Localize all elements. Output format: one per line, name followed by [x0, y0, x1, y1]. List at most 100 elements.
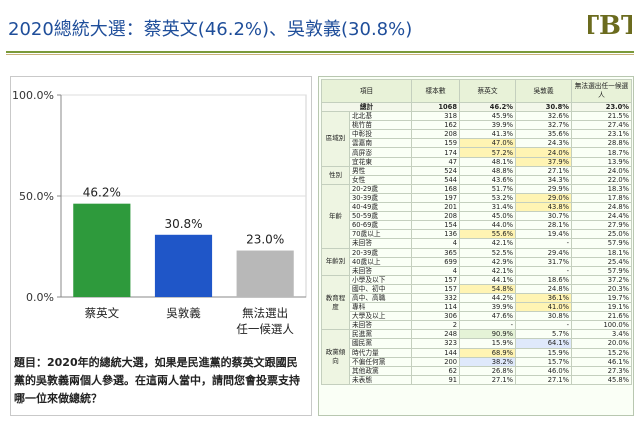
table-row: 30-39歲 197 53.2% 29.0% 17.8% [322, 192, 632, 204]
row-wu: 43.8% [515, 202, 572, 213]
row-label: 高屏澎 [349, 147, 412, 158]
row-label: 時代力量 [349, 347, 412, 358]
row-sample: 332 [411, 292, 460, 304]
table-row: 未回答 4 42.1% -57.9% [322, 238, 632, 249]
row-sample: 2 [411, 320, 460, 331]
row-tsai: 26.8% [459, 365, 516, 376]
row-sample: 248 [411, 329, 460, 340]
row-sample: 136 [411, 229, 460, 240]
row-wu: 24.0% [515, 147, 572, 158]
row-tsai: 54.8% [459, 283, 516, 294]
row-sample: 208 [411, 211, 460, 222]
row-wu: 30.7% [515, 211, 572, 222]
row-none: 20.3% [571, 283, 632, 294]
crosstab-panel: 項目 樣本數 蔡英文 吳敦義 無法選出任一候選人 總計 1068 46.2% 3… [318, 76, 634, 416]
bar-value-label: 23.0% [246, 233, 284, 247]
row-tsai: 27.1% [459, 374, 516, 385]
y-tick-label: 50.0% [19, 190, 54, 203]
row-tsai: 42.1% [459, 265, 516, 276]
row-wu: 35.6% [515, 129, 572, 140]
header-item: 項目 [321, 79, 412, 103]
row-sample: 157 [411, 283, 460, 294]
row-label: 不偏任何黨 [349, 356, 412, 367]
group-label: 區域別 [321, 111, 350, 167]
total-wu: 30.8% [515, 101, 572, 113]
row-sample: 208 [411, 129, 460, 140]
row-tsai: 51.7% [459, 183, 516, 194]
row-label: 女性 [349, 174, 412, 185]
row-none: 20.0% [571, 338, 632, 349]
row-label: 中彰投 [349, 129, 412, 140]
row-label: 民進黨 [349, 329, 412, 340]
row-wu: - [515, 238, 572, 249]
row-sample: 47 [411, 156, 460, 167]
row-wu: 32.6% [515, 111, 572, 122]
row-label: 未回答 [349, 238, 412, 249]
chart-panel: 0.0% 50.0% 100.0% 46.2% 蔡英文 30.8% 吳敦義 23.0% 無法選出… [10, 76, 312, 416]
table-row: 40歲以上 699 42.9% 31.7% 25.4% [322, 256, 632, 267]
row-none: 13.9% [571, 156, 632, 167]
row-sample: 174 [411, 147, 460, 158]
x-category-label: 無法選出 [242, 306, 288, 320]
row-label: 國民黨 [349, 338, 412, 349]
row-none: 23.1% [571, 129, 632, 140]
x-category-label: 吳敦義 [166, 306, 201, 320]
row-tsai: 39.9% [459, 302, 516, 313]
row-label: 未回答 [349, 320, 412, 331]
total-tsai: 46.2% [459, 101, 516, 113]
table-row: 國民黨 323 15.9% 64.1% 20.0% [322, 338, 632, 349]
table-row: 區域別 北北基 318 45.9% 32.6% 21.5% [321, 111, 632, 167]
table-row: 未表態 91 27.1% 27.1% 45.8% [322, 374, 632, 385]
table-row: 不偏任何黨 200 38.2% 15.7% 46.1% [322, 356, 632, 367]
row-wu: 41.0% [515, 302, 572, 313]
row-wu: 64.1% [515, 338, 572, 349]
row-none: 100.0% [571, 320, 632, 331]
table-row: 專科 114 39.9% 41.0% 19.1% [322, 302, 632, 313]
table-row: 60-69歲 154 44.0% 28.1% 27.9% [322, 220, 632, 231]
header-none: 無法選出任一候選人 [571, 79, 632, 103]
row-tsai: 44.0% [459, 220, 516, 231]
row-label: 國中、初中 [349, 283, 412, 294]
row-label: 未表態 [349, 374, 412, 385]
row-label: 男性 [349, 165, 412, 176]
row-none: 22.0% [571, 174, 632, 185]
table-row: 70歲以上 136 55.6% 19.4% 25.0% [322, 229, 632, 240]
row-none: 18.1% [571, 247, 632, 258]
bar [236, 250, 294, 297]
bar-value-label: 46.2% [83, 186, 121, 200]
row-tsai: - [459, 320, 516, 331]
row-tsai: 53.2% [459, 192, 516, 204]
row-sample: 365 [411, 247, 460, 258]
row-none: 37.2% [571, 274, 632, 285]
row-tsai: 55.6% [459, 229, 516, 240]
row-sample: 699 [411, 256, 460, 267]
row-wu: - [515, 320, 572, 331]
row-wu: 46.0% [515, 365, 572, 376]
row-tsai: 39.9% [459, 120, 516, 131]
crosstab-table: 項目 樣本數 蔡英文 吳敦義 無法選出任一候選人 總計 1068 46.2% 3… [321, 79, 632, 385]
row-label: 專科 [349, 302, 412, 313]
table-row: 大學及以上 306 47.6% 30.8% 21.6% [322, 311, 632, 322]
row-tsai: 57.2% [459, 147, 516, 158]
row-none: 21.5% [571, 111, 632, 122]
row-sample: 159 [411, 138, 460, 149]
group-label: 年齡 [321, 183, 350, 249]
y-tick-label: 100.0% [12, 89, 54, 102]
row-none: 19.1% [571, 302, 632, 313]
total-none: 23.0% [571, 101, 632, 113]
table-row: 未回答 2- -100.0% [322, 320, 632, 331]
row-label: 宜花東 [349, 156, 412, 167]
table-row: 中彰投 208 41.3% 35.6% 23.1% [322, 129, 632, 140]
row-label: 其他政黨 [349, 365, 412, 376]
row-sample: 544 [411, 174, 460, 185]
row-wu: 24.3% [515, 138, 572, 149]
row-sample: 524 [411, 165, 460, 176]
row-none: 27.4% [571, 120, 632, 131]
total-label: 總計 [321, 101, 412, 113]
table-row: 政黨傾向 民進黨 248 90.9% 5.7% 3.4% [321, 329, 632, 385]
row-none: 25.4% [571, 256, 632, 267]
row-label: 20-39歲 [349, 247, 412, 258]
row-label: 大學及以上 [349, 311, 412, 322]
group-label: 政黨傾向 [321, 329, 350, 385]
table-row: 其他政黨 62 26.8% 46.0% 27.3% [322, 365, 632, 376]
